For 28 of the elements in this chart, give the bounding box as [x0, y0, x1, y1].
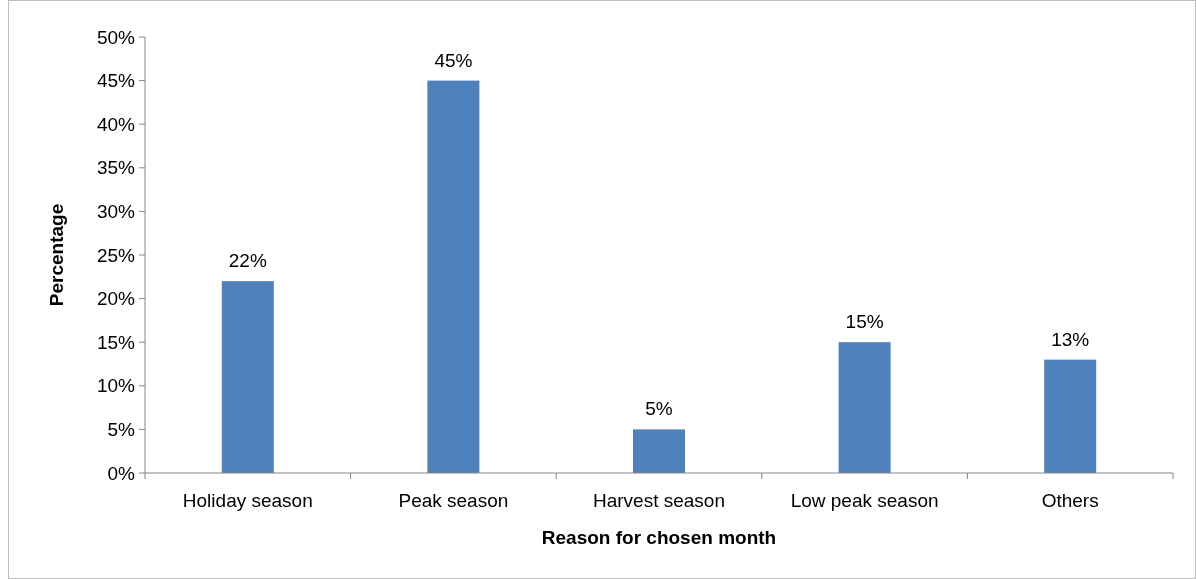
- bar: [1044, 359, 1097, 473]
- x-axis-title: Reason for chosen month: [541, 527, 777, 548]
- data-label: 45%: [434, 49, 473, 71]
- data-label: 5%: [645, 398, 673, 420]
- y-tick-label: 20%: [96, 288, 136, 310]
- y-tick-label: 45%: [96, 70, 136, 92]
- x-tick-label: Peak season: [398, 490, 509, 511]
- y-tick-label: 15%: [96, 331, 136, 353]
- data-label: 15%: [845, 311, 884, 333]
- bar: [838, 342, 891, 473]
- bar: [427, 80, 480, 473]
- y-tick-label: 30%: [96, 201, 136, 223]
- y-tick-label: 5%: [107, 419, 136, 441]
- bar: [633, 429, 685, 473]
- y-tick-label: 25%: [96, 244, 136, 266]
- x-tick-label: Harvest season: [592, 490, 726, 511]
- y-axis-title: Percentage: [46, 203, 67, 307]
- data-label: 22%: [228, 250, 267, 272]
- bar: [221, 281, 274, 473]
- x-tick-label: Holiday season: [182, 490, 313, 511]
- x-tick-label: Low peak season: [790, 490, 939, 511]
- y-tick-label: 10%: [96, 375, 136, 397]
- data-label: 13%: [1051, 328, 1090, 350]
- x-tick-label: Others: [1041, 490, 1099, 511]
- y-tick-label: 40%: [96, 113, 136, 135]
- y-tick-label: 0%: [107, 462, 136, 484]
- y-tick-label: 50%: [96, 26, 136, 48]
- y-tick-label: 35%: [96, 157, 136, 179]
